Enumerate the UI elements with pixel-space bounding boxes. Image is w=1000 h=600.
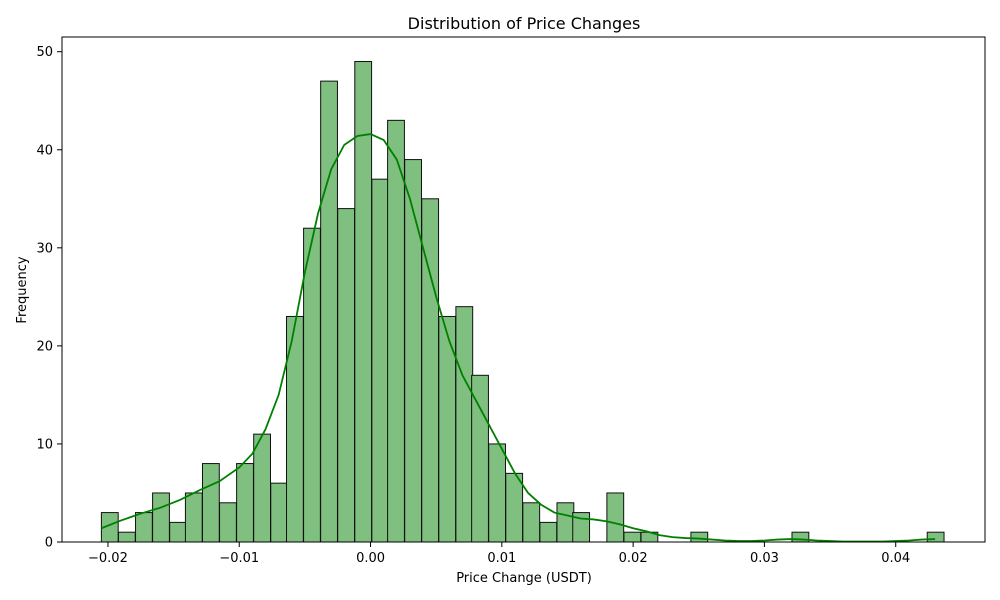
- histogram-bar: [201, 463, 220, 543]
- x-tick-label: 0.03: [750, 551, 779, 566]
- histogram-bar: [690, 531, 709, 543]
- histogram-bar: [556, 502, 575, 543]
- x-tick-label: 0.01: [487, 551, 516, 566]
- histogram-bar: [303, 227, 321, 543]
- histogram-bar: [135, 512, 153, 543]
- histogram-bar: [184, 492, 203, 543]
- histogram-bar: [253, 433, 271, 543]
- histogram-bar: [404, 159, 422, 543]
- y-axis: 0 10 20 30 40 50: [36, 45, 62, 551]
- x-tick-label: 0.02: [619, 551, 648, 566]
- histogram-bar: [455, 306, 474, 543]
- histogram-bar: [152, 492, 170, 543]
- histogram-bar: [320, 80, 338, 543]
- y-tick-label: 0: [45, 536, 53, 551]
- histogram-bar: [371, 178, 390, 543]
- histogram-bar: [926, 531, 945, 543]
- histogram-bar: [270, 482, 289, 543]
- x-tick-label: 0.04: [881, 551, 910, 566]
- histogram-bar: [505, 472, 524, 543]
- y-tick-label: 20: [36, 339, 53, 354]
- y-tick-label: 30: [36, 241, 53, 256]
- histogram-bar: [387, 119, 405, 543]
- histogram-bar: [522, 502, 541, 543]
- histogram-bar: [219, 502, 237, 543]
- y-axis-label: Frequency: [15, 256, 30, 323]
- y-tick-label: 10: [36, 437, 53, 452]
- y-tick-label: 40: [36, 143, 53, 158]
- histogram-bar: [606, 492, 625, 543]
- histogram-bar: [117, 531, 136, 543]
- histogram-bar: [488, 443, 507, 543]
- histogram-bar: [471, 374, 489, 543]
- histogram-bar: [169, 521, 187, 543]
- y-tick-label: 50: [36, 45, 53, 60]
- plot-frame: [61, 36, 986, 543]
- histogram-bar: [236, 463, 254, 543]
- x-axis: −0.02 −0.01 0.00 0.01 0.02 0.03 0.04: [88, 542, 910, 566]
- histogram-bar: [623, 531, 642, 543]
- histogram-bars: [100, 61, 945, 543]
- x-tick-label: −0.01: [219, 551, 259, 566]
- kde-curve: [101, 133, 936, 543]
- histogram-bar: [539, 521, 558, 543]
- x-axis-label: Price Change (USDT): [456, 571, 592, 586]
- x-tick-label: −0.02: [88, 551, 128, 566]
- histogram-bar: [337, 208, 356, 543]
- x-tick-label: 0.00: [356, 551, 385, 566]
- chart-title: Distribution of Price Changes: [408, 14, 641, 33]
